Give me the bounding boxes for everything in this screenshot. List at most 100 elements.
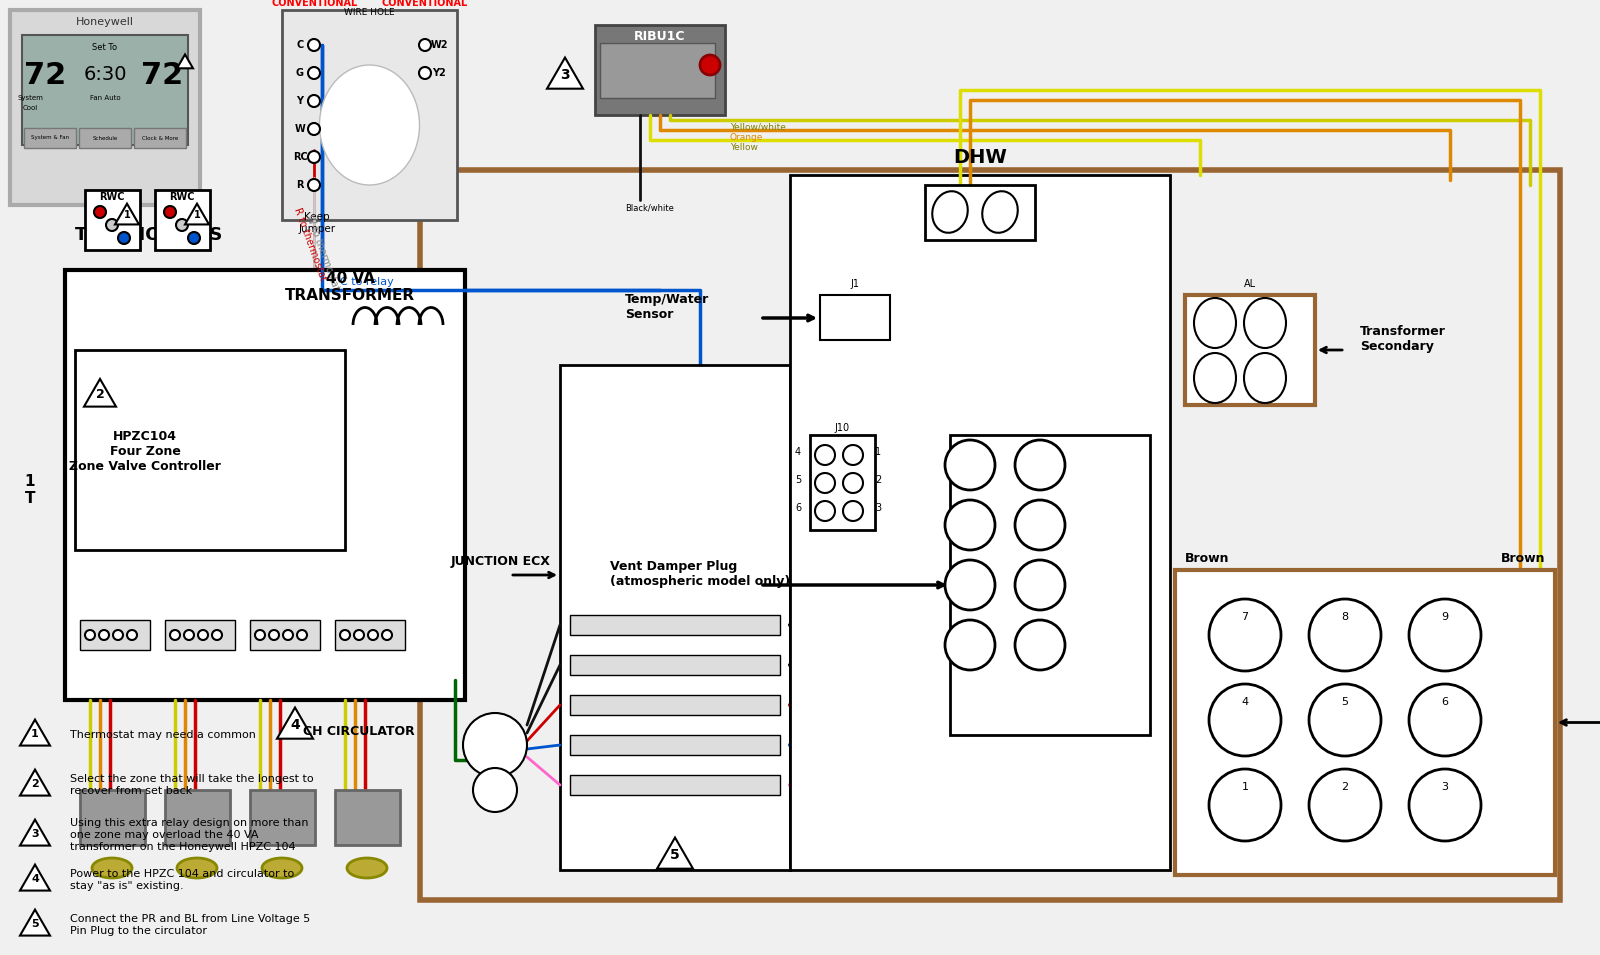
Ellipse shape bbox=[1194, 298, 1235, 348]
Circle shape bbox=[814, 473, 835, 493]
Text: Select the zone that will take the longest to
recover from set back: Select the zone that will take the longe… bbox=[70, 775, 314, 796]
Circle shape bbox=[946, 620, 995, 670]
Circle shape bbox=[843, 445, 862, 465]
Bar bbox=[950, 435, 1150, 735]
Polygon shape bbox=[115, 203, 139, 224]
Bar bbox=[165, 620, 235, 650]
Circle shape bbox=[814, 501, 835, 521]
Circle shape bbox=[1410, 769, 1482, 841]
Text: 3: 3 bbox=[560, 68, 570, 82]
Text: JUNCTION ECX: JUNCTION ECX bbox=[450, 555, 550, 568]
Circle shape bbox=[114, 630, 123, 640]
Text: Fan Auto: Fan Auto bbox=[90, 95, 120, 101]
Circle shape bbox=[1309, 599, 1381, 671]
Ellipse shape bbox=[320, 65, 419, 185]
Circle shape bbox=[307, 179, 320, 191]
Text: C to relay: C to relay bbox=[339, 277, 394, 287]
Polygon shape bbox=[19, 864, 50, 891]
Polygon shape bbox=[19, 909, 50, 936]
Polygon shape bbox=[277, 708, 314, 738]
Bar bbox=[80, 620, 150, 650]
Text: 5: 5 bbox=[1341, 697, 1349, 707]
Text: Using this extra relay design on more than
one zone may overload the 40 VA
trans: Using this extra relay design on more th… bbox=[70, 818, 309, 852]
Circle shape bbox=[474, 768, 517, 812]
Text: Vent Damper Plug
(atmospheric model only): Vent Damper Plug (atmospheric model only… bbox=[610, 560, 790, 588]
Text: Schedule: Schedule bbox=[93, 136, 118, 140]
Bar bbox=[1186, 295, 1315, 405]
Circle shape bbox=[1309, 769, 1381, 841]
Ellipse shape bbox=[347, 858, 387, 878]
Text: Cool: Cool bbox=[22, 105, 38, 111]
Text: W2: W2 bbox=[430, 40, 448, 50]
Text: THERMOSTATS: THERMOSTATS bbox=[75, 226, 224, 244]
Text: 72: 72 bbox=[141, 60, 182, 90]
Text: 6: 6 bbox=[1442, 697, 1448, 707]
Text: R: R bbox=[296, 180, 304, 190]
Circle shape bbox=[283, 630, 293, 640]
Text: RWC: RWC bbox=[99, 192, 125, 202]
Ellipse shape bbox=[982, 191, 1018, 233]
Bar bbox=[165, 790, 230, 845]
Polygon shape bbox=[19, 819, 50, 845]
Bar bbox=[570, 695, 781, 715]
Text: AL: AL bbox=[1243, 279, 1256, 289]
Text: 2: 2 bbox=[875, 475, 882, 485]
Circle shape bbox=[701, 55, 720, 75]
Text: 72: 72 bbox=[24, 60, 66, 90]
Circle shape bbox=[368, 630, 378, 640]
Text: CONVENTIONAL: CONVENTIONAL bbox=[381, 0, 467, 8]
Bar bbox=[24, 128, 77, 148]
Bar bbox=[155, 190, 210, 250]
Text: System & Fan: System & Fan bbox=[30, 136, 69, 140]
Circle shape bbox=[170, 630, 179, 640]
Circle shape bbox=[843, 473, 862, 493]
Text: 4: 4 bbox=[795, 447, 802, 457]
Circle shape bbox=[298, 630, 307, 640]
Bar bbox=[1174, 570, 1555, 875]
Circle shape bbox=[254, 630, 266, 640]
Circle shape bbox=[94, 206, 106, 218]
Text: 7: 7 bbox=[1242, 612, 1248, 622]
Text: C: C bbox=[296, 40, 304, 50]
Text: Connect the PR and BL from Line Voltage 5
Pin Plug to the circulator: Connect the PR and BL from Line Voltage … bbox=[70, 914, 310, 936]
Circle shape bbox=[307, 39, 320, 51]
Circle shape bbox=[1410, 684, 1482, 756]
Text: 2: 2 bbox=[96, 388, 104, 401]
Circle shape bbox=[1309, 684, 1381, 756]
Text: 3: 3 bbox=[30, 829, 38, 838]
Text: 1: 1 bbox=[194, 210, 200, 220]
Circle shape bbox=[843, 501, 862, 521]
Bar bbox=[334, 620, 405, 650]
Polygon shape bbox=[658, 838, 693, 869]
Text: 3: 3 bbox=[875, 503, 882, 513]
Circle shape bbox=[1210, 599, 1282, 671]
Bar bbox=[419, 170, 1560, 900]
Text: Keep
Jumper: Keep Jumper bbox=[299, 212, 336, 234]
Text: 1: 1 bbox=[875, 447, 882, 457]
Text: 2: 2 bbox=[1341, 782, 1349, 792]
Text: Power to the HPZC 104 and circulator to
stay "as is" existing.: Power to the HPZC 104 and circulator to … bbox=[70, 869, 294, 891]
Bar bbox=[282, 10, 458, 220]
Text: Brown: Brown bbox=[1501, 552, 1546, 565]
Circle shape bbox=[307, 67, 320, 79]
Text: Yellow/white: Yellow/white bbox=[730, 123, 786, 132]
Circle shape bbox=[462, 713, 526, 777]
Bar bbox=[85, 190, 141, 250]
Text: 1: 1 bbox=[30, 729, 38, 739]
Circle shape bbox=[126, 630, 138, 640]
Text: 4: 4 bbox=[290, 717, 299, 732]
Circle shape bbox=[1210, 684, 1282, 756]
Bar bbox=[560, 365, 790, 870]
Circle shape bbox=[307, 151, 320, 163]
Bar bbox=[78, 128, 131, 148]
Circle shape bbox=[118, 232, 130, 244]
Circle shape bbox=[946, 560, 995, 610]
Text: J1: J1 bbox=[851, 279, 859, 289]
Text: Transformer
Secondary: Transformer Secondary bbox=[1360, 325, 1446, 353]
Circle shape bbox=[419, 67, 430, 79]
Text: CONVENTIONAL: CONVENTIONAL bbox=[272, 0, 358, 8]
Circle shape bbox=[814, 445, 835, 465]
Bar bbox=[570, 615, 781, 635]
Bar bbox=[10, 10, 200, 205]
Bar bbox=[250, 790, 315, 845]
